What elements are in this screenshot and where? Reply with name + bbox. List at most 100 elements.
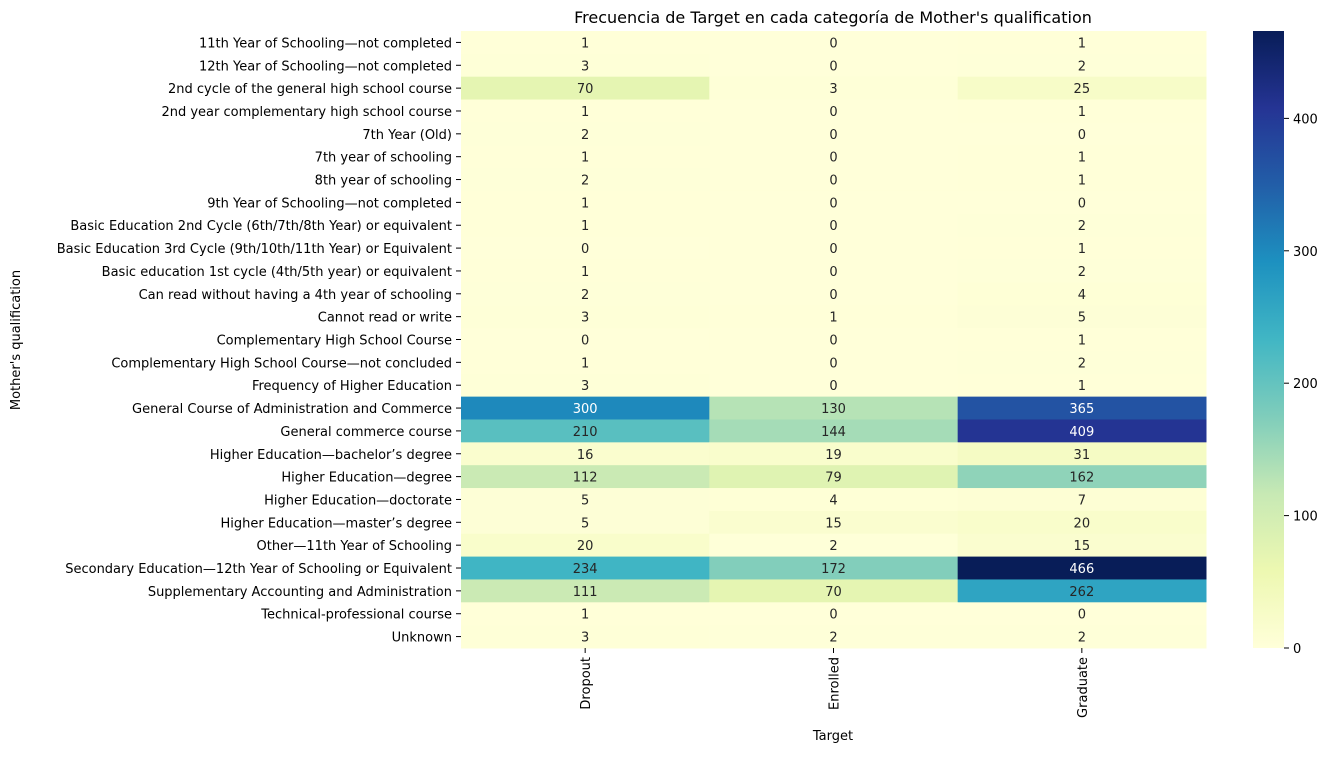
heatmap-cell [957, 556, 1207, 580]
heatmap-cell [709, 488, 959, 512]
heatmap-cell [709, 168, 959, 192]
cell-value-label: 2 [1078, 59, 1086, 74]
heatmap-cell [461, 602, 710, 626]
cell-value-label: 19 [825, 448, 842, 463]
heatmap-cell [709, 145, 959, 169]
cell-value-label: 2 [581, 174, 589, 189]
cell-value-label: 1 [581, 356, 589, 371]
colorbar-tick-label: 100 [1293, 510, 1318, 525]
heatmap-cell [709, 259, 959, 283]
heatmap-cell [957, 236, 1207, 261]
heatmap-cell [957, 602, 1207, 626]
y-tick-label: 11th Year of Schooling—not completed [199, 36, 452, 51]
heatmap-cell [709, 190, 959, 215]
cell-value-label: 20 [577, 539, 594, 554]
heatmap-cell [461, 76, 710, 101]
heatmap-cell [461, 465, 710, 489]
cell-value-label: 3 [581, 311, 589, 326]
heatmap-cell [957, 31, 1207, 55]
y-tick-label: Basic Education 3rd Cycle (9th/10th/11th… [57, 242, 452, 257]
cell-value-label: 0 [829, 128, 837, 143]
cell-value-label: 1 [581, 265, 589, 280]
y-tick-label: Frequency of Higher Education [252, 379, 452, 394]
heatmap-cell [709, 31, 959, 55]
cell-value-label: 15 [825, 516, 842, 531]
cell-value-label: 0 [829, 174, 837, 189]
y-tick-label: Other—11th Year of Schooling [256, 539, 452, 554]
cell-value-label: 210 [573, 425, 598, 440]
cell-value-label: 1 [581, 151, 589, 166]
heatmap-cell [461, 533, 710, 558]
heatmap-cell [957, 259, 1207, 283]
y-tick-label: General Course of Administration and Com… [132, 402, 452, 417]
cell-value-label: 79 [825, 471, 842, 486]
heatmap-cell [957, 350, 1207, 375]
heatmap-cell [957, 305, 1207, 329]
heatmap-cell [461, 625, 710, 649]
cell-value-label: 5 [1078, 311, 1086, 326]
colorbar-tick-label: 400 [1293, 112, 1318, 127]
heatmap-cell [461, 488, 710, 512]
cell-value-label: 0 [1078, 196, 1086, 211]
cell-value-label: 2 [829, 631, 837, 646]
cell-value-label: 2 [829, 539, 837, 554]
cell-value-label: 0 [829, 379, 837, 394]
cell-value-label: 1 [1078, 334, 1086, 349]
cell-value-label: 2 [581, 128, 589, 143]
heatmap-cell [957, 488, 1207, 512]
heatmap-cell [709, 419, 959, 443]
y-tick-label: Higher Education—master’s degree [220, 516, 452, 531]
heatmap-cell [461, 510, 710, 535]
cell-value-label: 0 [829, 242, 837, 257]
cell-value-label: 20 [1074, 516, 1091, 531]
heatmap-cell [709, 510, 959, 535]
heatmap-cell [709, 396, 959, 420]
cell-value-label: 0 [829, 608, 837, 623]
heatmap-cell [957, 145, 1207, 169]
y-tick-label: 9th Year of Schooling—not completed [207, 196, 452, 211]
heatmap-cell [461, 579, 710, 603]
cell-value-label: 70 [825, 585, 842, 600]
heatmap-cell [957, 213, 1207, 238]
colorbar-tick-label: 0 [1293, 642, 1301, 657]
heatmap-cell [461, 145, 710, 169]
colorbar-tick-label: 300 [1293, 245, 1318, 260]
heatmap-cell [709, 602, 959, 626]
heatmap-cell [461, 213, 710, 238]
cell-value-label: 2 [581, 288, 589, 303]
cell-value-label: 1 [1078, 105, 1086, 120]
cell-value-label: 0 [829, 36, 837, 51]
cell-value-label: 1 [1078, 379, 1086, 394]
heatmap-cell [709, 213, 959, 238]
x-axis-label: Target [812, 729, 853, 744]
y-tick-label: 7th year of schooling [315, 151, 452, 166]
y-tick-label: Secondary Education—12th Year of Schooli… [65, 562, 452, 577]
heatmap-cell [957, 76, 1207, 101]
heatmap-cell [709, 99, 959, 123]
heatmap-cell [461, 419, 710, 443]
x-tick-label: Dropout [579, 657, 594, 710]
heatmap-cell [957, 465, 1207, 489]
cell-value-label: 1 [581, 608, 589, 623]
y-axis-label: Mother's qualification [9, 270, 24, 410]
y-tick-label: 2nd cycle of the general high school cou… [168, 82, 452, 97]
cell-value-label: 262 [1069, 585, 1094, 600]
x-tick-label: Graduate [1076, 657, 1091, 718]
cell-value-label: 16 [577, 448, 594, 463]
y-tick-label: Basic Education 2nd Cycle (6th/7th/8th Y… [70, 219, 452, 234]
heatmap-cell [709, 533, 959, 558]
cell-value-label: 466 [1069, 562, 1094, 577]
heatmap-cell [461, 396, 710, 420]
cell-value-label: 111 [573, 585, 598, 600]
cell-value-label: 144 [821, 425, 846, 440]
cell-value-label: 1 [1078, 36, 1086, 51]
heatmap-cell [461, 53, 710, 78]
y-tick-label: Complementary High School Course [217, 334, 452, 349]
cell-value-label: 365 [1069, 402, 1094, 417]
cell-value-label: 1 [1078, 151, 1086, 166]
cell-value-label: 31 [1074, 448, 1091, 463]
cell-value-label: 7 [1078, 493, 1086, 508]
heatmap-cell [957, 533, 1207, 558]
